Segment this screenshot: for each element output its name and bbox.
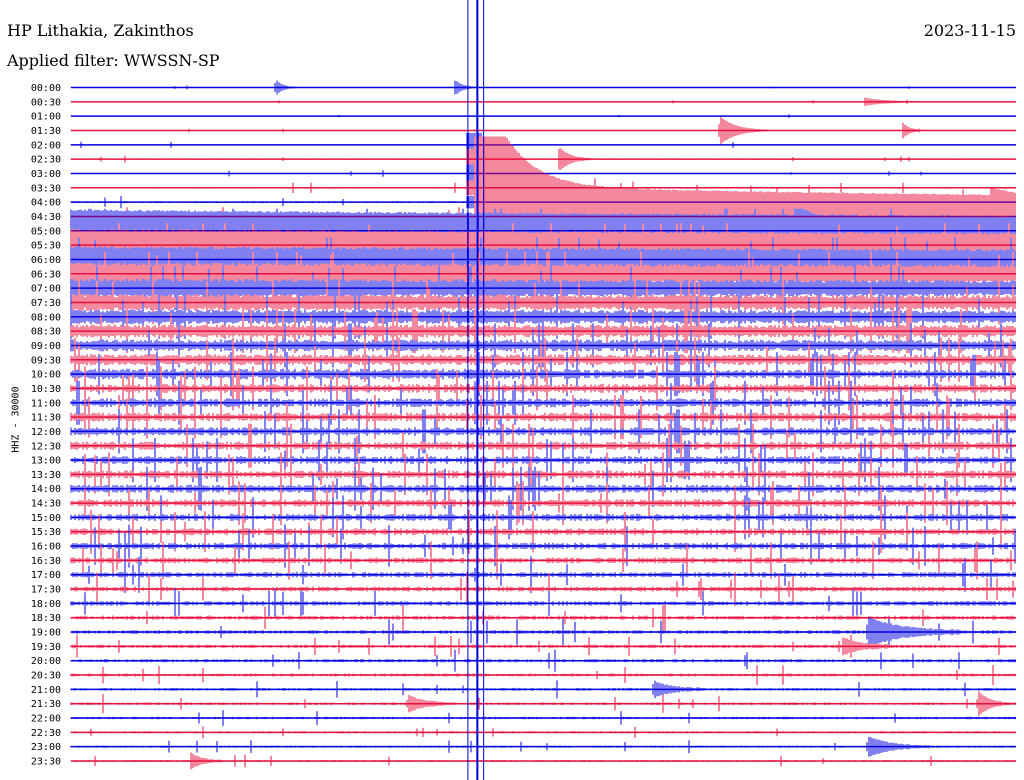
trace-row-2200 [70,710,1016,726]
row-time-label: 03:00 [31,169,61,180]
row-time-label: 16:00 [31,542,61,553]
trace-row-0130 [70,117,1016,144]
row-time-label: 20:30 [31,671,61,682]
row-time-label: 09:30 [31,355,61,366]
row-time-label: 04:30 [31,212,61,223]
row-time-label: 02:00 [31,140,61,151]
trace-row-1600 [70,524,1016,568]
row-time-label: 22:00 [31,714,61,725]
trace-row-1700 [70,556,1016,594]
filter-label: Applied filter: WWSSN-SP [7,51,220,70]
row-time-label: 11:30 [31,413,61,424]
trace-row-1100 [70,380,1016,425]
trace-row-0230 [70,148,1016,170]
trace-row-1230 [70,423,1016,468]
row-time-label: 18:00 [31,599,61,610]
row-time-label: 07:00 [31,284,61,295]
trace-row-2230 [70,726,1016,739]
row-time-label: 04:00 [31,198,61,209]
row-time-label: 12:00 [31,427,61,438]
trace-row-1930 [70,635,1016,658]
trace-row-0200 [70,132,1016,157]
row-time-label: 08:30 [31,327,61,338]
date-label: 2023-11-15 [923,21,1016,40]
row-time-label: 05:30 [31,241,61,252]
station-title: HP Lithakia, Zakinthos [7,21,194,40]
row-time-label: 18:30 [31,613,61,624]
row-time-label: 12:30 [31,441,61,452]
row-time-label: 19:30 [31,642,61,653]
trace-row-1130 [70,395,1016,440]
trace-row-2100 [70,680,1016,699]
row-time-label: 11:00 [31,398,61,409]
trace-row-1800 [70,588,1016,619]
row-time-label: 19:00 [31,628,61,639]
trace-row-0030 [70,97,1016,106]
trace-row-2330 [70,752,1016,770]
row-time-label: 03:30 [31,183,61,194]
trace-row-1530 [70,509,1016,554]
row-time-label: 17:30 [31,585,61,596]
row-time-label: 09:00 [31,341,61,352]
row-time-label: 07:30 [31,298,61,309]
trace-row-0930 [70,337,1016,382]
row-time-label: 14:30 [31,499,61,510]
trace-row-2030 [70,665,1016,686]
trace-row-1900 [70,617,1016,648]
row-time-label: 13:00 [31,456,61,467]
trace-row-1000 [70,352,1016,397]
row-time-label: 14:00 [31,484,61,495]
tick-group: 00:00 00:30 01:00 01:30 02:00 02:30 03:00 03:30… [31,83,61,768]
row-time-label: 00:30 [31,97,61,108]
trace-group [70,80,1016,770]
trace-row-1200 [70,409,1016,454]
row-time-label: 13:30 [31,470,61,481]
row-time-label: 10:00 [31,370,61,381]
trace-row-1630 [70,541,1016,580]
trace-row-1430 [70,481,1016,526]
marker-group [467,0,485,780]
trace-row-0530 [70,223,1016,268]
row-time-label: 06:00 [31,255,61,266]
row-time-label: 08:00 [31,312,61,323]
row-time-label: 21:00 [31,685,61,696]
row-time-label: 22:30 [31,728,61,739]
row-time-label: 23:00 [31,742,61,753]
row-time-label: 20:00 [31,656,61,667]
row-time-label: 06:30 [31,269,61,280]
trace-row-0700 [70,266,1016,311]
trace-row-0900 [70,323,1016,368]
row-time-label: 16:30 [31,556,61,567]
row-time-label: 05:00 [31,226,61,237]
row-time-label: 23:30 [31,757,61,768]
row-time-label: 17:00 [31,570,61,581]
row-time-label: 01:00 [31,112,61,123]
row-time-label: 15:30 [31,527,61,538]
trace-row-2300 [70,736,1016,757]
row-time-label: 15:00 [31,513,61,524]
trace-row-0000 [70,80,1016,95]
trace-row-1830 [70,604,1016,631]
trace-row-0600 [70,237,1016,282]
row-time-label: 21:30 [31,699,61,710]
row-time-label: 02:30 [31,155,61,166]
row-time-label: 10:30 [31,384,61,395]
row-time-label: 01:30 [31,126,61,137]
trace-row-0100 [70,114,1016,118]
row-time-label: 00:00 [31,83,61,94]
trace-row-2000 [70,649,1016,672]
trace-row-2130 [70,691,1016,716]
